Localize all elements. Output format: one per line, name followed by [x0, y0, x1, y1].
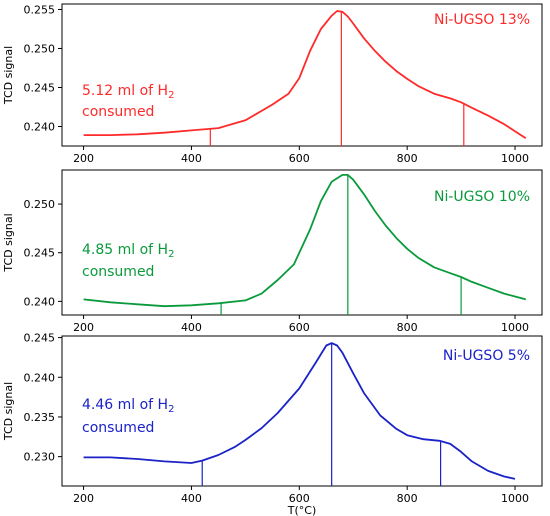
x-tick-label: 800	[397, 321, 418, 334]
h2-consumed-amount: 4.46 ml of H2	[82, 397, 174, 415]
h2-consumed-amount: 4.85 ml of H2	[82, 242, 174, 260]
y-axis-label: TCD signal	[2, 382, 15, 441]
h2-consumed-amount: 5.12 ml of H2	[82, 83, 174, 101]
axes-frame	[61, 3, 543, 147]
y-tick-label: 0.245	[24, 247, 56, 260]
panel-3: 200 400 600 800 1000 0.230 0.235 0.240 0.245 TCD …	[2, 332, 543, 516]
x-tick-label: 200	[73, 321, 94, 334]
x-tick-label: 1000	[501, 321, 529, 334]
x-tick-label: 400	[181, 492, 202, 505]
x-tick-label: 200	[73, 152, 94, 165]
x-axis-label: T(°C)	[287, 504, 316, 516]
y-tick-label: 0.245	[24, 81, 56, 94]
panel-1: 200 400 600 800 1000 0.240 0.245 0.250 0.255 TCD …	[2, 3, 543, 165]
y-tick-label: 0.240	[24, 371, 56, 384]
x-tick-label: 1000	[501, 152, 529, 165]
x-tick-label: 800	[397, 152, 418, 165]
axes-frame	[61, 169, 543, 316]
series-label: Ni-UGSO 5%	[443, 348, 530, 364]
y-tick-label: 0.250	[24, 198, 56, 211]
x-tick-label: 400	[181, 321, 202, 334]
x-tick-label: 200	[73, 492, 94, 505]
h2-consumed-word: consumed	[82, 264, 154, 280]
h2-subscript: 2	[168, 249, 174, 260]
x-tick-label: 1000	[501, 492, 529, 505]
y-tick-label: 0.230	[24, 451, 56, 464]
h2-consumed-word: consumed	[82, 420, 154, 436]
h2-consumed-word: consumed	[82, 104, 154, 120]
series-label: Ni-UGSO 10%	[434, 189, 530, 205]
y-axis-label: TCD signal	[2, 213, 15, 272]
y-tick-label: 0.255	[24, 3, 56, 16]
x-tick-label: 600	[289, 492, 310, 505]
series-line	[83, 10, 527, 139]
y-tick-label: 0.235	[24, 411, 56, 424]
y-tick-label: 0.240	[24, 120, 56, 133]
x-tick-label: 600	[289, 321, 310, 334]
h2-subscript: 2	[168, 404, 174, 415]
axes-frame	[61, 335, 543, 487]
x-tick-label: 600	[289, 152, 310, 165]
h2-subscript: 2	[168, 90, 174, 101]
series-line	[83, 342, 516, 480]
x-tick-label: 400	[181, 152, 202, 165]
series-label: Ni-UGSO 13%	[434, 12, 530, 28]
y-tick-label: 0.250	[24, 42, 56, 55]
y-tick-label: 0.240	[24, 295, 56, 308]
panel-2: 200 400 600 800 1000 0.240 0.245 0.250 TCD signa…	[2, 169, 543, 334]
y-axis-label: TCD signal	[2, 46, 15, 105]
x-tick-label: 800	[397, 492, 418, 505]
y-tick-label: 0.245	[24, 332, 56, 345]
series-line	[83, 174, 527, 308]
